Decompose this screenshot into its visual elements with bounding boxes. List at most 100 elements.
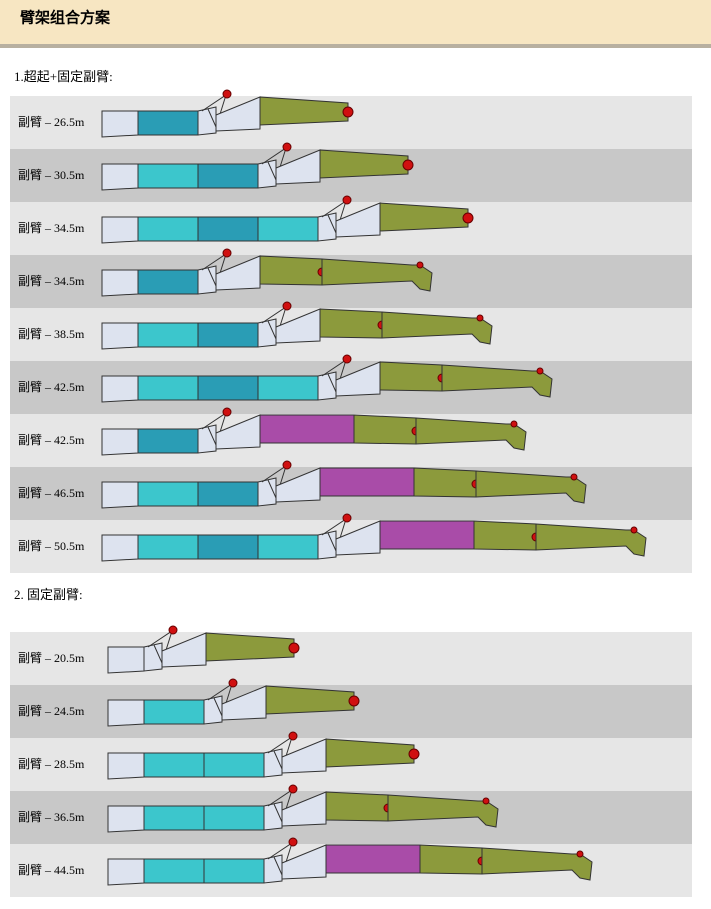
mast — [201, 93, 227, 129]
row-label: 副臂 – 28.5m — [18, 757, 85, 771]
mast — [201, 411, 227, 447]
mast — [321, 517, 347, 553]
jib-head — [205, 632, 295, 662]
header-shadow — [0, 44, 711, 48]
mast — [147, 629, 173, 665]
jib-section — [259, 255, 323, 286]
boom-taper — [281, 844, 327, 880]
boom-base — [101, 534, 139, 562]
boom-joint — [317, 530, 337, 560]
row-label: 副臂 – 44.5m — [18, 863, 85, 877]
boom-joint — [257, 159, 277, 189]
jib-pin — [482, 797, 490, 805]
jib-pin — [510, 420, 518, 428]
mast-pin — [342, 513, 352, 523]
mast-pin — [222, 407, 232, 417]
mast-pin — [282, 142, 292, 152]
boom-section — [203, 858, 265, 884]
boom-joint — [263, 854, 283, 884]
jib-head — [379, 202, 469, 232]
boom-base — [101, 481, 139, 509]
boom-section — [197, 481, 259, 507]
jib-pin — [476, 314, 484, 322]
row-label: 副臂 – 30.5m — [18, 168, 85, 182]
boom-section — [137, 375, 199, 401]
jib-tip — [441, 364, 553, 398]
jib-section — [413, 467, 477, 498]
boom-section — [197, 375, 259, 401]
boom-section — [143, 752, 205, 778]
boom-taper — [275, 149, 321, 185]
jib-insert — [259, 414, 355, 444]
jib-tip — [535, 523, 647, 557]
mast-pin — [282, 301, 292, 311]
mast-pin — [288, 784, 298, 794]
jib-head — [319, 149, 409, 179]
boom-section — [137, 163, 199, 189]
jib-tip — [475, 470, 587, 504]
boom-base — [107, 646, 145, 674]
jib-insert — [325, 844, 421, 874]
jib-pin — [576, 850, 584, 858]
boom-section — [257, 534, 319, 560]
boom-joint — [317, 212, 337, 242]
boom-section — [257, 375, 319, 401]
jib-pin — [462, 212, 474, 224]
mast-pin — [288, 837, 298, 847]
boom-base — [101, 163, 139, 191]
mast-pin — [342, 354, 352, 364]
jib-tip — [381, 311, 493, 345]
jib-tip — [321, 258, 433, 292]
jib-pin — [408, 748, 420, 760]
jib-pin — [570, 473, 578, 481]
row-label: 副臂 – 36.5m — [18, 810, 85, 824]
mast-pin — [288, 731, 298, 741]
jib-pin — [536, 367, 544, 375]
boom-joint — [317, 371, 337, 401]
boom-section — [143, 858, 205, 884]
row-label: 副臂 – 46.5m — [18, 486, 85, 500]
boom-joint — [263, 748, 283, 778]
jib-section — [473, 520, 537, 551]
boom-joint — [197, 424, 217, 454]
row-label: 副臂 – 20.5m — [18, 651, 85, 665]
boom-base — [101, 322, 139, 350]
mast-pin — [222, 89, 232, 99]
mast — [267, 788, 293, 824]
jib-section — [419, 844, 483, 875]
jib-pin — [402, 159, 414, 171]
mast — [261, 305, 287, 341]
boom-section — [197, 216, 259, 242]
header-bar — [0, 0, 711, 44]
jib-section — [325, 791, 389, 822]
boom-base — [101, 216, 139, 244]
boom-joint — [143, 642, 163, 672]
jib-head — [265, 685, 355, 715]
jib-tip — [415, 417, 527, 451]
boom-section — [137, 110, 199, 136]
boom-section — [203, 752, 265, 778]
row-label: 副臂 – 34.5m — [18, 221, 85, 235]
jib-head — [259, 96, 349, 126]
jib-pin — [630, 526, 638, 534]
mast — [321, 199, 347, 235]
row-label: 副臂 – 26.5m — [18, 115, 85, 129]
boom-base — [101, 375, 139, 403]
boom-section — [137, 534, 199, 560]
boom-base — [107, 699, 145, 727]
boom-section — [143, 699, 205, 725]
mast — [267, 735, 293, 771]
boom-section — [137, 322, 199, 348]
boom-base — [107, 858, 145, 886]
jib-tip — [481, 847, 593, 881]
jib-insert — [379, 520, 475, 550]
section-title: 1.超起+固定副臂: — [14, 69, 113, 84]
boom-taper — [215, 255, 261, 291]
boom-base — [101, 110, 139, 138]
jib-section — [379, 361, 443, 392]
jib-pin — [342, 106, 354, 118]
boom-section — [137, 269, 199, 295]
mast — [321, 358, 347, 394]
boom-base — [107, 752, 145, 780]
